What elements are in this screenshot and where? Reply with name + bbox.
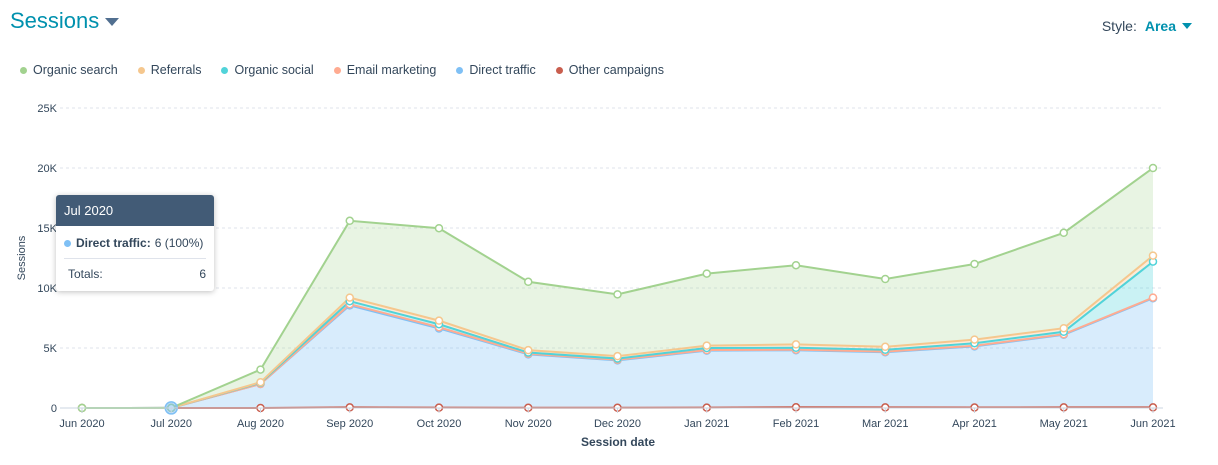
data-point	[256, 377, 265, 387]
data-point	[256, 365, 265, 374]
legend-item[interactable]: Organic search	[20, 63, 118, 77]
y-tick-label: 25K	[37, 103, 57, 115]
tooltip-divider	[64, 258, 206, 259]
data-point	[524, 345, 533, 355]
series-dot-icon	[64, 239, 71, 247]
data-point	[434, 316, 444, 325]
legend-label: Other campaigns	[568, 63, 664, 77]
series-area	[82, 298, 1153, 408]
legend-label: Organic search	[33, 63, 118, 77]
legend-label: Direct traffic	[469, 63, 536, 77]
data-point	[524, 277, 533, 287]
tooltip-totals-value: 6	[199, 267, 206, 281]
y-tick-label: 0	[51, 403, 57, 415]
x-tick-label: May 2021	[1040, 418, 1088, 430]
x-tick-label: Aug 2020	[237, 418, 284, 430]
data-point	[1148, 163, 1158, 173]
x-tick-label: Oct 2020	[417, 418, 462, 430]
data-point	[791, 260, 801, 270]
y-tick-label: 10K	[37, 283, 57, 295]
legend-dot-icon	[137, 66, 145, 74]
tooltip-series-value: 6 (100%)	[154, 236, 204, 250]
data-point	[702, 341, 711, 350]
data-point	[345, 293, 354, 302]
x-tick-label: Jun 2021	[1130, 418, 1175, 430]
legend-dot-icon	[555, 66, 563, 74]
data-point	[1059, 228, 1068, 238]
data-point	[970, 259, 979, 269]
x-tick-label: Jul 2020	[150, 418, 192, 430]
data-point	[1059, 323, 1068, 333]
legend-label: Referrals	[150, 63, 202, 77]
chevron-down-icon[interactable]	[1182, 23, 1192, 29]
x-tick-label: Jan 2021	[684, 418, 729, 430]
data-point	[345, 216, 354, 226]
data-point	[702, 269, 711, 278]
style-dropdown[interactable]: Style: Area	[1102, 18, 1192, 34]
legend-label: Email marketing	[346, 63, 437, 77]
data-point	[791, 340, 801, 349]
y-tick-label: 15K	[37, 223, 57, 235]
tooltip-series-label: Direct traffic:	[76, 236, 151, 250]
legend-label: Organic social	[234, 63, 314, 77]
chevron-down-icon[interactable]	[105, 18, 120, 26]
legend-item[interactable]: Organic social	[221, 63, 314, 77]
x-tick-label: Feb 2021	[773, 418, 819, 430]
x-tick-label: Nov 2020	[505, 418, 552, 430]
style-label: Style:	[1101, 18, 1137, 34]
style-value[interactable]: Area	[1144, 18, 1176, 34]
x-tick-label: Dec 2020	[594, 418, 641, 430]
tooltip-title: Jul 2020	[56, 195, 214, 226]
chart-header: Sessions	[10, 8, 120, 34]
legend-dot-icon	[20, 66, 27, 74]
legend-dot-icon	[221, 66, 229, 74]
data-point	[434, 223, 444, 233]
data-point	[881, 274, 890, 284]
x-tick-label: Jun 2020	[59, 418, 104, 430]
data-point	[613, 290, 622, 299]
tooltip-totals-label: Totals:	[68, 267, 103, 281]
data-point	[970, 335, 979, 344]
data-point	[1148, 293, 1158, 302]
report-title[interactable]: Sessions	[10, 8, 100, 33]
chart-tooltip: Jul 2020 Direct traffic: 6 (100%) Totals…	[56, 195, 214, 291]
tooltip-totals-row: Totals: 6	[56, 259, 214, 291]
legend-item[interactable]: Other campaigns	[555, 63, 664, 77]
legend-dot-icon	[456, 66, 464, 74]
y-tick-label: 5K	[44, 343, 58, 355]
series-area	[82, 168, 1153, 408]
data-point	[613, 351, 622, 361]
legend-item[interactable]: Referrals	[137, 63, 202, 77]
x-tick-label: Sep 2020	[326, 418, 373, 430]
legend-dot-icon	[333, 66, 341, 74]
data-point	[1148, 251, 1158, 260]
y-axis-title: Sessions	[16, 235, 28, 280]
tooltip-series-row: Direct traffic: 6 (100%)	[56, 226, 214, 258]
y-tick-label: 20K	[37, 163, 57, 175]
x-axis-title: Session date	[581, 435, 655, 449]
x-tick-label: Mar 2021	[862, 418, 908, 430]
legend-item[interactable]: Direct traffic	[456, 63, 536, 77]
x-tick-label: Apr 2021	[952, 418, 997, 430]
legend-item[interactable]: Email marketing	[333, 63, 437, 77]
data-point	[881, 342, 890, 352]
chart-legend: Organic search Referrals Organic social Ema…	[20, 63, 684, 77]
